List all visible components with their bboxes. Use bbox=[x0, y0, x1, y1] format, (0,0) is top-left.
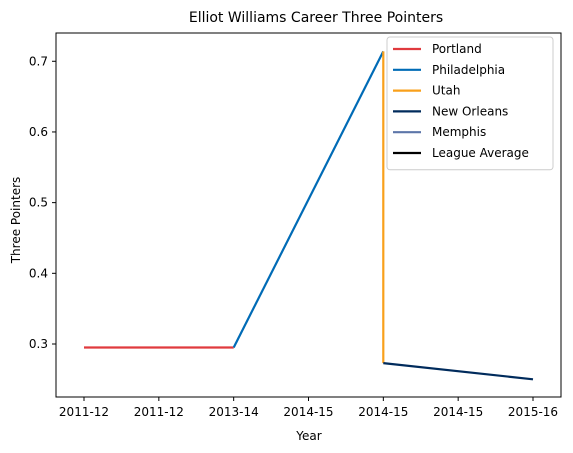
legend-label-4: Memphis bbox=[432, 125, 486, 139]
y-tick-label-3: 0.6 bbox=[29, 125, 48, 139]
legend-box bbox=[386, 36, 554, 171]
x-tick-label-2: 2013-14 bbox=[209, 405, 259, 419]
legend-label-3: New Orleans bbox=[432, 104, 508, 118]
y-axis-label: Three Pointers bbox=[9, 177, 23, 265]
series-line-3 bbox=[383, 362, 534, 381]
x-axis-label: Year bbox=[295, 429, 321, 443]
x-tick-label-3: 2014-15 bbox=[283, 405, 333, 419]
y-tick-label-4: 0.7 bbox=[29, 54, 48, 68]
series-line-1 bbox=[232, 50, 385, 348]
legend-label-2: Utah bbox=[432, 84, 460, 98]
y-tick-label-2: 0.5 bbox=[29, 196, 48, 210]
plot-area: 2011-12 2011-12 2013-14 2014-15 2014-15 2014-… bbox=[29, 32, 562, 419]
x-tick-label-1: 2011-12 bbox=[134, 405, 184, 419]
legend-label-0: Portland bbox=[432, 42, 482, 56]
x-tick-label-4: 2014-15 bbox=[358, 405, 408, 419]
x-tick-label-0: 2011-12 bbox=[59, 405, 109, 419]
legend: Portland Philadelphia Utah New Orleans Memph… bbox=[386, 36, 554, 171]
y-tick-label-0: 0.3 bbox=[29, 337, 48, 351]
y-tick-label-1: 0.4 bbox=[29, 266, 48, 280]
legend-label-5: League Average bbox=[432, 146, 529, 160]
x-tick-label-5: 2014-15 bbox=[433, 405, 483, 419]
x-tick-label-6: 2015-16 bbox=[508, 405, 558, 419]
chart-title: Elliot Williams Career Three Pointers bbox=[189, 10, 443, 26]
legend-label-1: Philadelphia bbox=[432, 63, 505, 77]
